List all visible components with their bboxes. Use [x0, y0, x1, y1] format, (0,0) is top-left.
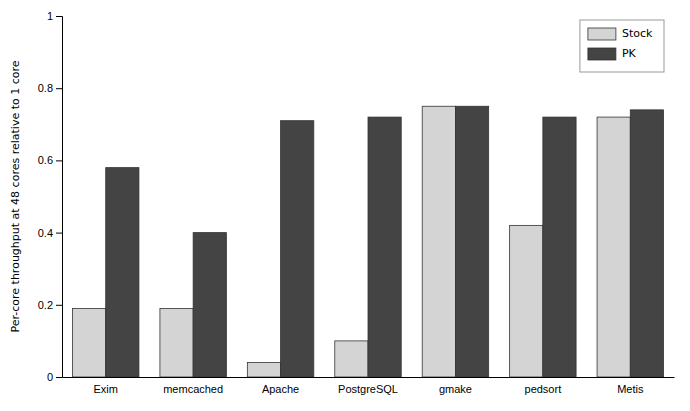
bar-series: [72, 106, 630, 377]
bar: [368, 117, 401, 377]
plot: 0 0.2 0.4 0.6 0.8 1 Exim memcached Apache Postgre…: [38, 10, 675, 395]
legend-label: PK: [622, 47, 637, 60]
y-tick-mark: [56, 88, 62, 89]
y-tick-label: 1: [47, 10, 53, 22]
y-tick-label: 0: [47, 371, 53, 383]
y-tick: 0.8: [38, 82, 62, 94]
x-tick: Apache: [262, 383, 299, 395]
bar: [106, 168, 139, 377]
x-tick: gmake: [439, 383, 472, 395]
y-tick: 0.2: [38, 299, 62, 311]
x-tick-label: Exim: [93, 383, 117, 395]
bar: [72, 308, 105, 377]
legend-swatch: [588, 48, 616, 60]
y-tick-label: 0.8: [38, 82, 53, 94]
bar: [335, 341, 368, 377]
bar: [160, 308, 193, 377]
y-tick: 0: [47, 371, 62, 383]
legend-swatch: [588, 28, 616, 40]
legend: Stock PK: [580, 20, 664, 72]
bar: [455, 106, 488, 377]
x-tick-label: Metis: [617, 383, 644, 395]
x-tick: Exim: [93, 383, 117, 395]
legend-item: PK: [588, 47, 637, 60]
x-tick: pedsort: [525, 383, 562, 395]
x-tick: Metis: [617, 383, 644, 395]
x-tick-label: memcached: [163, 383, 223, 395]
y-tick-label: 0.2: [38, 299, 53, 311]
y-tick-mark: [56, 233, 62, 234]
y-tick-mark: [56, 377, 62, 378]
bar: [422, 106, 455, 377]
bar: [281, 121, 314, 377]
y-tick: 1: [47, 10, 62, 22]
bar: [510, 225, 543, 377]
bar: [597, 117, 630, 377]
legend-label: Stock: [622, 27, 653, 40]
x-tick-label: PostgreSQL: [338, 383, 398, 395]
y-tick: 0.6: [38, 154, 62, 166]
bar: [630, 110, 663, 377]
y-tick-mark: [56, 160, 62, 161]
y-axis: 0 0.2 0.4 0.6 0.8 1: [38, 10, 63, 383]
y-axis-line: [56, 17, 63, 378]
x-tick-label: gmake: [439, 383, 472, 395]
bar-series: [106, 106, 664, 377]
y-tick-mark: [56, 16, 62, 17]
x-tick-label: Apache: [262, 383, 299, 395]
bar: [247, 363, 280, 377]
x-tick: PostgreSQL: [338, 383, 398, 395]
x-tick: memcached: [163, 383, 223, 395]
y-axis-title: Per-core throughput at 48 cores relative…: [9, 60, 22, 332]
y-tick-label: 0.6: [38, 154, 53, 166]
bar: [543, 117, 576, 377]
x-axis-line: [63, 377, 675, 378]
y-tick-label: 0.4: [38, 227, 53, 239]
chart: 0 0.2 0.4 0.6 0.8 1 Exim memcached Apache Postgre…: [0, 0, 690, 411]
bars: [72, 106, 663, 377]
legend-item: Stock: [588, 27, 653, 40]
y-tick: 0.4: [38, 227, 62, 239]
y-tick-mark: [56, 305, 62, 306]
bar: [193, 233, 226, 377]
x-axis: Exim memcached Apache PostgreSQL gmake pedsor…: [63, 378, 675, 395]
x-tick-label: pedsort: [525, 383, 562, 395]
legend-frame: [580, 20, 664, 72]
